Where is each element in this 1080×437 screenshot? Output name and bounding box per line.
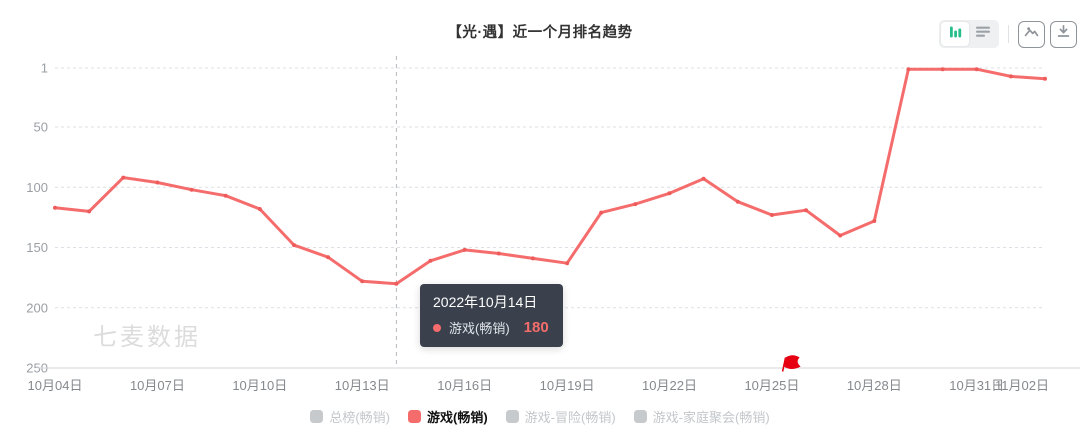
tooltip-series-row: 游戏(畅销) 180 bbox=[433, 318, 549, 337]
legend-item-jiating[interactable]: 游戏-家庭聚会(畅销) bbox=[633, 407, 770, 426]
export-image-button[interactable] bbox=[1018, 20, 1045, 48]
chart-tooltip: 2022年10月14日 游戏(畅销) 180 bbox=[420, 284, 563, 347]
flag-marker-icon bbox=[781, 355, 801, 372]
download-button[interactable] bbox=[1050, 20, 1077, 48]
svg-text:10月07日: 10月07日 bbox=[130, 378, 185, 393]
bar-chart-icon bbox=[948, 24, 963, 44]
legend-label: 总榜(畅销) bbox=[329, 410, 390, 425]
view-toggle-group bbox=[939, 20, 999, 48]
list-view-button[interactable] bbox=[969, 22, 997, 46]
legend-item-zongbang[interactable]: 总榜(畅销) bbox=[310, 407, 390, 426]
svg-text:11月02日: 11月02日 bbox=[995, 378, 1049, 393]
legend-item-youxi[interactable]: 游戏(畅销) bbox=[408, 407, 488, 426]
download-icon bbox=[1056, 24, 1071, 44]
svg-text:10月10日: 10月10日 bbox=[232, 378, 287, 393]
legend-label: 游戏-冒险(畅销) bbox=[524, 410, 616, 425]
chart-view-button[interactable] bbox=[941, 22, 969, 46]
svg-text:10月16日: 10月16日 bbox=[437, 378, 492, 393]
legend-swatch-icon bbox=[633, 410, 647, 423]
svg-text:200: 200 bbox=[26, 300, 48, 315]
chart-toolbar bbox=[939, 20, 1077, 48]
svg-text:10月28日: 10月28日 bbox=[847, 378, 902, 393]
legend-swatch-icon bbox=[408, 410, 421, 423]
svg-text:10月25日: 10月25日 bbox=[744, 378, 799, 393]
legend-swatch-icon bbox=[310, 410, 324, 423]
svg-text:250: 250 bbox=[26, 361, 48, 376]
toolbar-divider bbox=[1008, 25, 1009, 43]
svg-text:100: 100 bbox=[26, 180, 48, 195]
legend-label: 游戏-家庭聚会(畅销) bbox=[652, 410, 770, 425]
chart-title: 【光·遇】近一个月排名趋势 bbox=[447, 25, 633, 41]
image-icon bbox=[1024, 24, 1039, 44]
list-icon bbox=[975, 24, 991, 44]
svg-text:10月04日: 10月04日 bbox=[28, 378, 83, 393]
svg-text:10月31日: 10月31日 bbox=[949, 378, 1004, 393]
tooltip-series-name: 游戏(畅销) bbox=[449, 321, 510, 336]
tooltip-value: 180 bbox=[523, 319, 549, 336]
legend-item-maoxian[interactable]: 游戏-冒险(畅销) bbox=[505, 407, 616, 426]
svg-text:50: 50 bbox=[34, 120, 48, 135]
svg-text:1: 1 bbox=[41, 61, 48, 76]
svg-text:10月22日: 10月22日 bbox=[642, 378, 697, 393]
legend-swatch-icon bbox=[505, 410, 519, 423]
legend-label: 游戏(畅销) bbox=[427, 410, 488, 425]
svg-text:10月13日: 10月13日 bbox=[335, 378, 390, 393]
chart-legend: 总榜(畅销) 游戏(畅销) 游戏-冒险(畅销) 游戏-家庭聚会(畅销) bbox=[0, 407, 1080, 426]
svg-text:150: 150 bbox=[26, 240, 48, 255]
svg-text:10月19日: 10月19日 bbox=[540, 378, 595, 393]
tooltip-date: 2022年10月14日 bbox=[433, 294, 538, 310]
series-dot-icon bbox=[433, 323, 441, 332]
qimai-watermark: 七麦数据 bbox=[93, 324, 201, 351]
